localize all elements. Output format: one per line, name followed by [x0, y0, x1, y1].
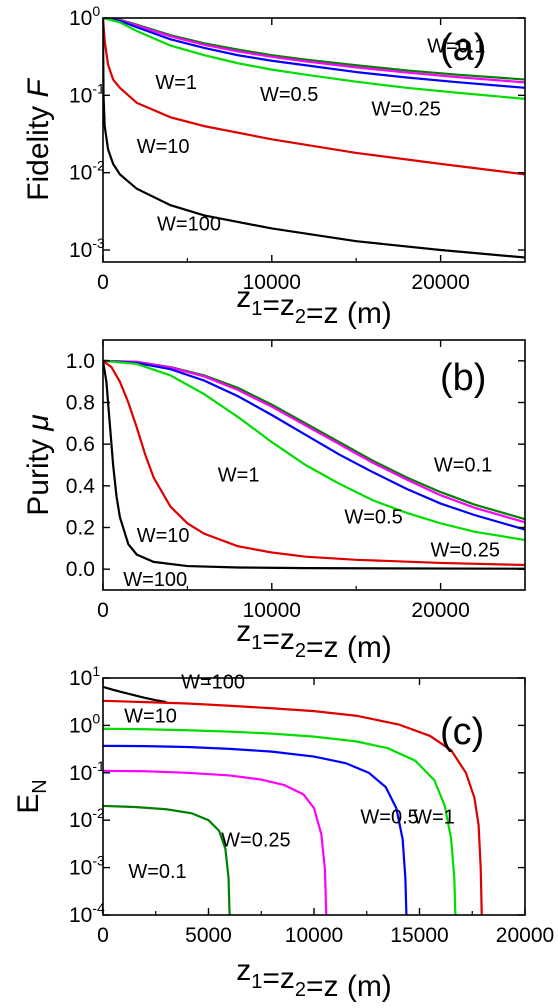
- x-tick-label: 0: [97, 271, 109, 294]
- series-line-W-0_25: [103, 359, 525, 524]
- x-tick-label: 20000: [411, 599, 469, 622]
- curve-annotation: W=1: [218, 465, 260, 487]
- panel-tag: (b): [440, 357, 486, 399]
- y-axis-label: Fidelity F: [22, 77, 55, 200]
- curve-annotation: W=1: [413, 807, 455, 829]
- curve-annotation: W=10: [137, 136, 190, 158]
- series-line-W-100: [103, 685, 167, 704]
- curve-annotation: W=0.1: [427, 35, 485, 57]
- x-tick-label: 5000: [185, 924, 232, 947]
- y-tick-label: 10-2: [69, 805, 105, 832]
- plot-frame: [102, 339, 526, 591]
- y-tick-label: 10-3: [69, 235, 105, 262]
- curve-annotation: W=0.5: [360, 807, 418, 829]
- y-axis-label: Purity μ: [22, 414, 55, 515]
- x-axis-label: z1=z2=z (m): [236, 281, 392, 330]
- curve-annotation: W=100: [123, 569, 187, 591]
- y-tick-label: 0.6: [66, 433, 95, 456]
- series-line-W-0_25: [103, 769, 328, 915]
- x-tick-label: 10000: [243, 271, 301, 294]
- panel-0: 0 10000 20000 100 10-1 10-2 10-3 z1=z2=z (m) Fid…: [22, 3, 526, 330]
- series-line-W-1: [103, 359, 525, 542]
- x-axis-label: z1=z2=z (m): [236, 615, 392, 664]
- x-tick-label: 0: [97, 599, 109, 622]
- x-tick-label: 15000: [390, 924, 448, 947]
- plot-frame: [102, 17, 526, 263]
- curve-annotation: W=100: [181, 672, 245, 694]
- series-line-W-0_5: [103, 18, 525, 89]
- series-line-W-10: [103, 699, 483, 915]
- curve-annotation: W=100: [157, 213, 221, 235]
- x-tick-label: 10000: [285, 924, 343, 947]
- y-axis-label: EN: [12, 779, 51, 813]
- x-tick-label: 0: [97, 924, 109, 947]
- y-tick-label: 10-4: [69, 900, 105, 927]
- y-tick-label: 100: [69, 3, 100, 30]
- series-line-W-1: [103, 18, 525, 100]
- panel-1: 0 10000 20000 0.0 0.2 0.4 0.6 0.8 1.0 z1=z2=z (m)…: [22, 339, 526, 664]
- y-tick-label: 0.2: [66, 517, 95, 540]
- series-line-W-0_5: [103, 359, 525, 531]
- x-tick-label: 20000: [496, 924, 554, 947]
- y-tick-label: 101: [69, 663, 100, 690]
- y-tick-label: 10-1: [69, 80, 105, 107]
- series-line-W-0_1: [103, 804, 231, 915]
- curve-annotation: W=0.25: [371, 98, 440, 120]
- series-line-W-0_25: [103, 18, 525, 84]
- x-tick-label: 20000: [411, 271, 469, 294]
- y-tick-label: 10-3: [69, 853, 105, 880]
- y-tick-label: 10-1: [69, 758, 105, 785]
- panel-2: 0 5000 10000 15000 20000 101 100 10-1 10-2 10-3 10…: [12, 663, 554, 1003]
- curve-annotation: W=0.5: [344, 506, 402, 528]
- curve-annotation: W=0.1: [128, 861, 186, 883]
- curve-annotation: W=0.1: [434, 454, 492, 476]
- series-line-W-0_5: [103, 744, 408, 915]
- panel-tag: (a): [440, 27, 486, 69]
- y-tick-label: 1.0: [66, 350, 95, 373]
- y-tick-label: 100: [69, 710, 100, 737]
- series-line-W-1: [103, 727, 457, 915]
- curve-annotation: W=1: [155, 72, 197, 94]
- panel-tag: (c): [440, 711, 484, 753]
- y-tick-label: 0.4: [66, 475, 96, 498]
- curve-annotation: W=0.25: [221, 829, 290, 851]
- curve-annotation: W=10: [124, 706, 177, 728]
- y-tick-label: 0.0: [66, 558, 95, 581]
- x-axis-label: z1=z2=z (m): [236, 954, 392, 1003]
- curve-annotation: W=0.25: [430, 540, 499, 562]
- curve-annotation: W=0.5: [260, 84, 318, 106]
- series-line-W-100: [103, 18, 525, 259]
- y-tick-label: 0.8: [66, 392, 95, 415]
- series-line-W-10: [103, 18, 525, 176]
- series-line-W-10: [103, 359, 525, 567]
- curve-annotation: W=10: [137, 525, 190, 547]
- series-line-W-100: [103, 360, 525, 570]
- y-tick-label: 10-2: [69, 158, 105, 185]
- x-tick-label: 10000: [243, 599, 301, 622]
